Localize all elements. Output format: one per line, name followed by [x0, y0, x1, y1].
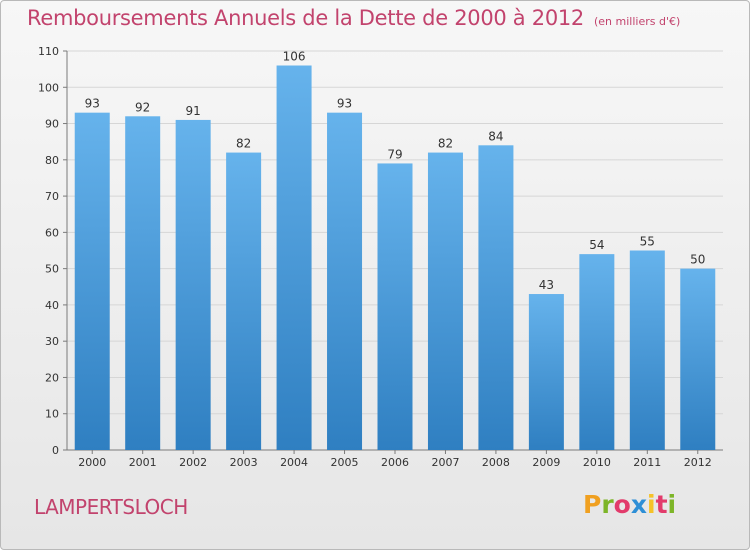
x-tick-label: 2012	[684, 456, 712, 469]
bars	[74, 65, 716, 451]
y-tick-label: 80	[45, 154, 59, 167]
town-name: LAMPERTSLOCH	[34, 495, 188, 519]
data-label: 92	[135, 100, 150, 114]
x-tick-label: 2008	[482, 456, 510, 469]
data-label: 50	[690, 253, 705, 267]
bar-2011	[629, 250, 665, 450]
y-tick-label: 60	[45, 226, 59, 239]
y-tick-label: 90	[45, 118, 59, 131]
x-tick-label: 2011	[633, 456, 661, 469]
x-tick-labels: 2000 2001 2002 2003 2004 2005 2006 2007 2008 2009…	[78, 456, 712, 469]
x-tick-label: 2002	[179, 456, 207, 469]
y-tick-label: 30	[45, 335, 59, 348]
data-label: 93	[337, 97, 352, 111]
x-tick-label: 2007	[431, 456, 459, 469]
proxiti-logo[interactable]: Proxiti	[583, 490, 676, 519]
bar-2005	[327, 112, 363, 450]
logo-letter: P	[583, 490, 602, 519]
data-label: 84	[488, 129, 503, 143]
y-tick-label: 0	[52, 444, 59, 457]
y-tick-label: 110	[38, 45, 59, 58]
data-label: 82	[438, 137, 453, 151]
logo-letter: o	[613, 490, 631, 519]
y-tick-label: 40	[45, 299, 59, 312]
x-tick-label: 2005	[331, 456, 359, 469]
data-labels: 93 92 91 82 106 93 79 82 84 43 54 55 50	[85, 50, 706, 293]
logo-letter: t	[655, 490, 668, 519]
data-label: 91	[186, 104, 201, 118]
bar-2004	[276, 65, 312, 450]
x-tick-label: 2010	[583, 456, 611, 469]
bar-2009	[528, 294, 564, 450]
x-tick-label: 2004	[280, 456, 308, 469]
y-tick-label: 100	[38, 81, 59, 94]
data-label: 43	[539, 278, 554, 292]
bar-2012	[680, 268, 716, 450]
y-tick-label: 50	[45, 263, 59, 276]
data-label: 93	[85, 97, 100, 111]
data-label: 82	[236, 137, 251, 151]
bar-2000	[74, 112, 110, 450]
logo-letter: x	[630, 490, 647, 519]
y-tick-label: 70	[45, 190, 59, 203]
data-label: 54	[589, 238, 604, 252]
chart-title-unit: (en milliers d'€)	[594, 15, 681, 28]
bar-2006	[377, 163, 413, 451]
bar-2008	[478, 145, 514, 451]
data-label: 106	[283, 50, 306, 64]
logo-letter: r	[601, 490, 614, 519]
y-tick-label: 20	[45, 371, 59, 384]
x-tick-label: 2000	[78, 456, 106, 469]
data-label: 55	[640, 235, 655, 249]
y-tick-labels: 0 10 20 30 40 50 60 70 80 90 100 110	[38, 45, 59, 457]
y-tick-label: 10	[45, 408, 59, 421]
x-tick-label: 2006	[381, 456, 409, 469]
bar-2007	[427, 152, 463, 450]
logo-letter: i	[647, 490, 656, 519]
data-label: 79	[387, 147, 402, 161]
bar-2002	[175, 119, 211, 450]
bar-2010	[579, 254, 615, 450]
x-tick-label: 2009	[532, 456, 560, 469]
x-tick-label: 2001	[129, 456, 157, 469]
bar-2001	[125, 116, 161, 451]
x-tick-label: 2003	[230, 456, 258, 469]
chart-title-text: Remboursements Annuels de la Dette de 20…	[27, 6, 584, 30]
chart-title: Remboursements Annuels de la Dette de 20…	[27, 6, 680, 30]
logo-letter: i	[667, 490, 677, 519]
bar-2003	[226, 152, 262, 450]
